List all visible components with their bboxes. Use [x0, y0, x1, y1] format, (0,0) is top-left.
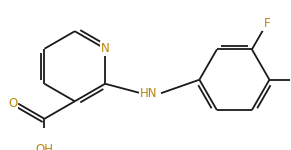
Text: O: O — [8, 97, 17, 110]
Text: N: N — [101, 42, 109, 55]
Text: HN: HN — [140, 87, 158, 100]
Text: F: F — [263, 17, 270, 30]
Text: OH: OH — [36, 143, 54, 150]
